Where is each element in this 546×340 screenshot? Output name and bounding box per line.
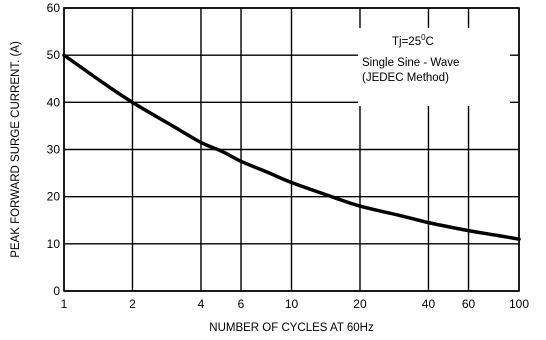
annotation-box: Tj=250C Single Sine - Wave (JEDEC Method… [358, 28, 510, 106]
y-axis-title: PEAK FORWARD SURGE CURRENT. (A) [10, 41, 22, 258]
plot-frame [63, 7, 520, 292]
y-tick-label: 30 [47, 143, 61, 157]
curve-layer [62, 53, 521, 241]
x-axis-title: NUMBER OF CYCLES AT 60Hz [209, 322, 374, 334]
y-tick-label: 10 [47, 237, 61, 251]
x-tick-label: 6 [238, 297, 245, 311]
y-tick-label: 20 [47, 190, 61, 204]
y-tick-label: 60 [47, 1, 61, 15]
x-tick-label: 20 [353, 297, 367, 311]
annotation-method: (JEDEC Method) [362, 72, 449, 84]
annotation-waveform: Single Sine - Wave [362, 57, 459, 69]
annotation-temp-text: Tj=25 [392, 36, 421, 48]
x-tick-label: 10 [285, 297, 299, 311]
annotation-temperature: Tj=250C [392, 33, 434, 48]
annotation-background [358, 28, 510, 106]
x-tick-label: 60 [462, 297, 476, 311]
x-tick-label: 2 [129, 297, 136, 311]
y-tick-label: 0 [53, 284, 60, 298]
annotation-temp-unit: C [426, 36, 434, 48]
tick-labels: 1 2 4 6 10 20 40 60 100 0 10 20 30 40 50 60 [47, 1, 530, 311]
x-tick-label: 4 [198, 297, 205, 311]
surge-current-curve [62, 53, 521, 241]
x-tick-label: 1 [61, 297, 68, 311]
y-tick-label: 50 [47, 48, 61, 62]
y-tick-label: 40 [47, 95, 61, 109]
x-tick-label: 40 [422, 297, 436, 311]
annotation-temp-sup: 0 [421, 33, 426, 42]
x-tick-label: 100 [509, 297, 529, 311]
